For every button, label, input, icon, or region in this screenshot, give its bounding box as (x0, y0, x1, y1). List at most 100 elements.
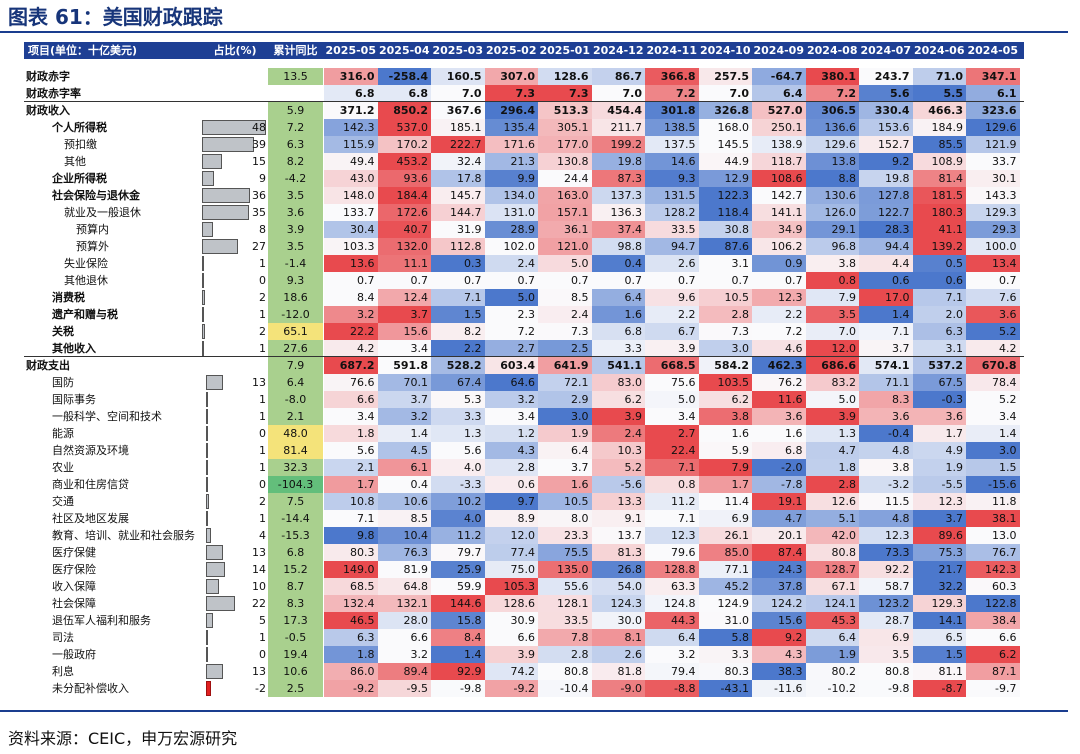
table-row: 医疗保险 14 15.2 149.0 81.9 25.9 75.0 135.0 26.8 128.… (24, 561, 1024, 578)
value-cell: 92.9 (431, 663, 485, 680)
value-cell: 168.0 (698, 119, 752, 136)
value-cell: 78.4 (966, 374, 1020, 391)
value-cell: 131.0 (484, 204, 538, 221)
value-cell: 9.3 (645, 170, 699, 187)
value-cell: 180.3 (912, 204, 966, 221)
value-cell: 81.8 (591, 663, 645, 680)
value-cell: 1.9 (912, 459, 966, 476)
cum-yoy-cell: 3.9 (268, 221, 323, 238)
value-cell: 5.0 (805, 391, 859, 408)
value-cell: 7.9 (698, 459, 752, 476)
value-cell: 85.0 (698, 544, 752, 561)
share-value: 13 (252, 546, 266, 559)
value-cell: 80.3 (698, 663, 752, 680)
value-cell: 1.8 (324, 646, 378, 663)
cum-yoy-cell: 7.5 (268, 493, 323, 510)
share-bar (202, 341, 204, 356)
value-cell: 94.4 (859, 238, 913, 255)
value-cell: 81.1 (912, 663, 966, 680)
value-cell: 171.6 (484, 136, 538, 153)
value-cell: 3.0 (966, 442, 1020, 459)
value-cell: 5.0 (484, 289, 538, 306)
value-cell: 5.9 (698, 442, 752, 459)
value-cell: 136.6 (805, 119, 859, 136)
value-cell: 13.4 (966, 255, 1020, 272)
value-cell: 43.0 (324, 170, 378, 187)
value-cell: 6.3 (324, 629, 378, 646)
row-label: 遗产和赠与税 (52, 308, 118, 321)
header-month: 2024-11 (646, 44, 698, 57)
share-cell: 9 (202, 170, 268, 187)
value-cell: 142.3 (324, 119, 378, 136)
share-cell: 1 (202, 306, 268, 323)
value-cell: 87.1 (966, 663, 1020, 680)
value-cell: 7.3 (538, 85, 592, 102)
share-cell: 48 (202, 119, 268, 136)
table-row: 其他退休 0 9.3 0.7 0.7 0.7 0.7 0.7 0.7 0.7 0.7 0.7 0.8 0.… (24, 272, 1024, 289)
value-cell: 6.6 (377, 629, 431, 646)
value-cell: 85.5 (912, 136, 966, 153)
value-cell: 44.9 (698, 153, 752, 170)
value-cell: -0.3 (912, 391, 966, 408)
share-bar (206, 409, 208, 424)
value-cell: 71.1 (859, 374, 913, 391)
value-cell: 12.3 (912, 493, 966, 510)
value-cell: 28.7 (859, 612, 913, 629)
value-cell: 96.8 (805, 238, 859, 255)
value-cell: 79.7 (431, 544, 485, 561)
header-month: 2024-06 (914, 44, 965, 57)
value-cell: 79.4 (645, 663, 699, 680)
value-cell: 31.0 (698, 612, 752, 629)
value-cell: 1.8 (324, 425, 378, 442)
value-cell: -9.7 (966, 680, 1020, 697)
value-cell: 3.5 (805, 306, 859, 323)
share-cell: 10 (202, 578, 268, 595)
value-cell: 6.4 (591, 289, 645, 306)
value-cell: 2.4 (538, 306, 592, 323)
value-cell: 6.9 (859, 629, 913, 646)
value-cell: 0.8 (805, 272, 859, 289)
cum-yoy-cell: -8.0 (268, 391, 323, 408)
share-bar (202, 324, 205, 339)
value-cell: -5.6 (591, 476, 645, 493)
value-cell: 6.7 (645, 323, 699, 340)
value-cell: 4.8 (859, 442, 913, 459)
row-label: 企业所得税 (52, 172, 107, 185)
value-cell: 1.6 (591, 306, 645, 323)
value-cell: 148.0 (324, 187, 378, 204)
share-cell: 8 (202, 221, 268, 238)
value-cell: 5.5 (912, 85, 966, 102)
share-value: 13 (252, 665, 266, 678)
value-cell: 537.0 (377, 119, 431, 136)
share-value: 1 (259, 512, 266, 525)
share-value: 22 (252, 597, 266, 610)
share-bar (202, 171, 214, 186)
value-cell: 0.7 (752, 272, 806, 289)
value-cell: 7.0 (698, 85, 752, 102)
cum-yoy-cell: -14.4 (268, 510, 323, 527)
value-cell: -8.7 (912, 680, 966, 697)
value-cell: 1.4 (377, 425, 431, 442)
value-cell: 7.2 (805, 85, 859, 102)
row-label: 预扣缴 (64, 138, 97, 151)
table-row: 一般政府 0 19.4 1.8 3.2 1.4 3.9 2.8 2.6 3.2 3.3 4.3 1.9 3… (24, 646, 1024, 663)
share-value: 1 (259, 308, 266, 321)
share-value: 2 (259, 495, 266, 508)
value-cell: 453.2 (377, 153, 431, 170)
value-cell: 30.1 (966, 170, 1020, 187)
value-cell: 60.3 (966, 578, 1020, 595)
header-month: 2024-07 (860, 44, 912, 57)
value-cell: 6.3 (912, 323, 966, 340)
value-cell: 11.2 (431, 527, 485, 544)
value-cell: 3.7 (859, 340, 913, 357)
header-month: 2025-05 (325, 44, 377, 57)
value-cell: -10.4 (538, 680, 592, 697)
value-cell: 7.1 (431, 289, 485, 306)
value-cell: 3.4 (484, 408, 538, 425)
value-cell: 9.8 (324, 527, 378, 544)
header-month: 2024-09 (753, 44, 805, 57)
value-cell: 58.7 (859, 578, 913, 595)
row-label: 消费税 (52, 291, 85, 304)
value-cell: 2.5 (538, 340, 592, 357)
header-month: 2024-05 (967, 44, 1019, 57)
